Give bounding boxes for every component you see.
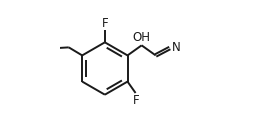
Text: OH: OH	[132, 31, 150, 44]
Text: N: N	[171, 41, 180, 54]
Text: F: F	[102, 17, 108, 30]
Text: F: F	[133, 94, 139, 107]
